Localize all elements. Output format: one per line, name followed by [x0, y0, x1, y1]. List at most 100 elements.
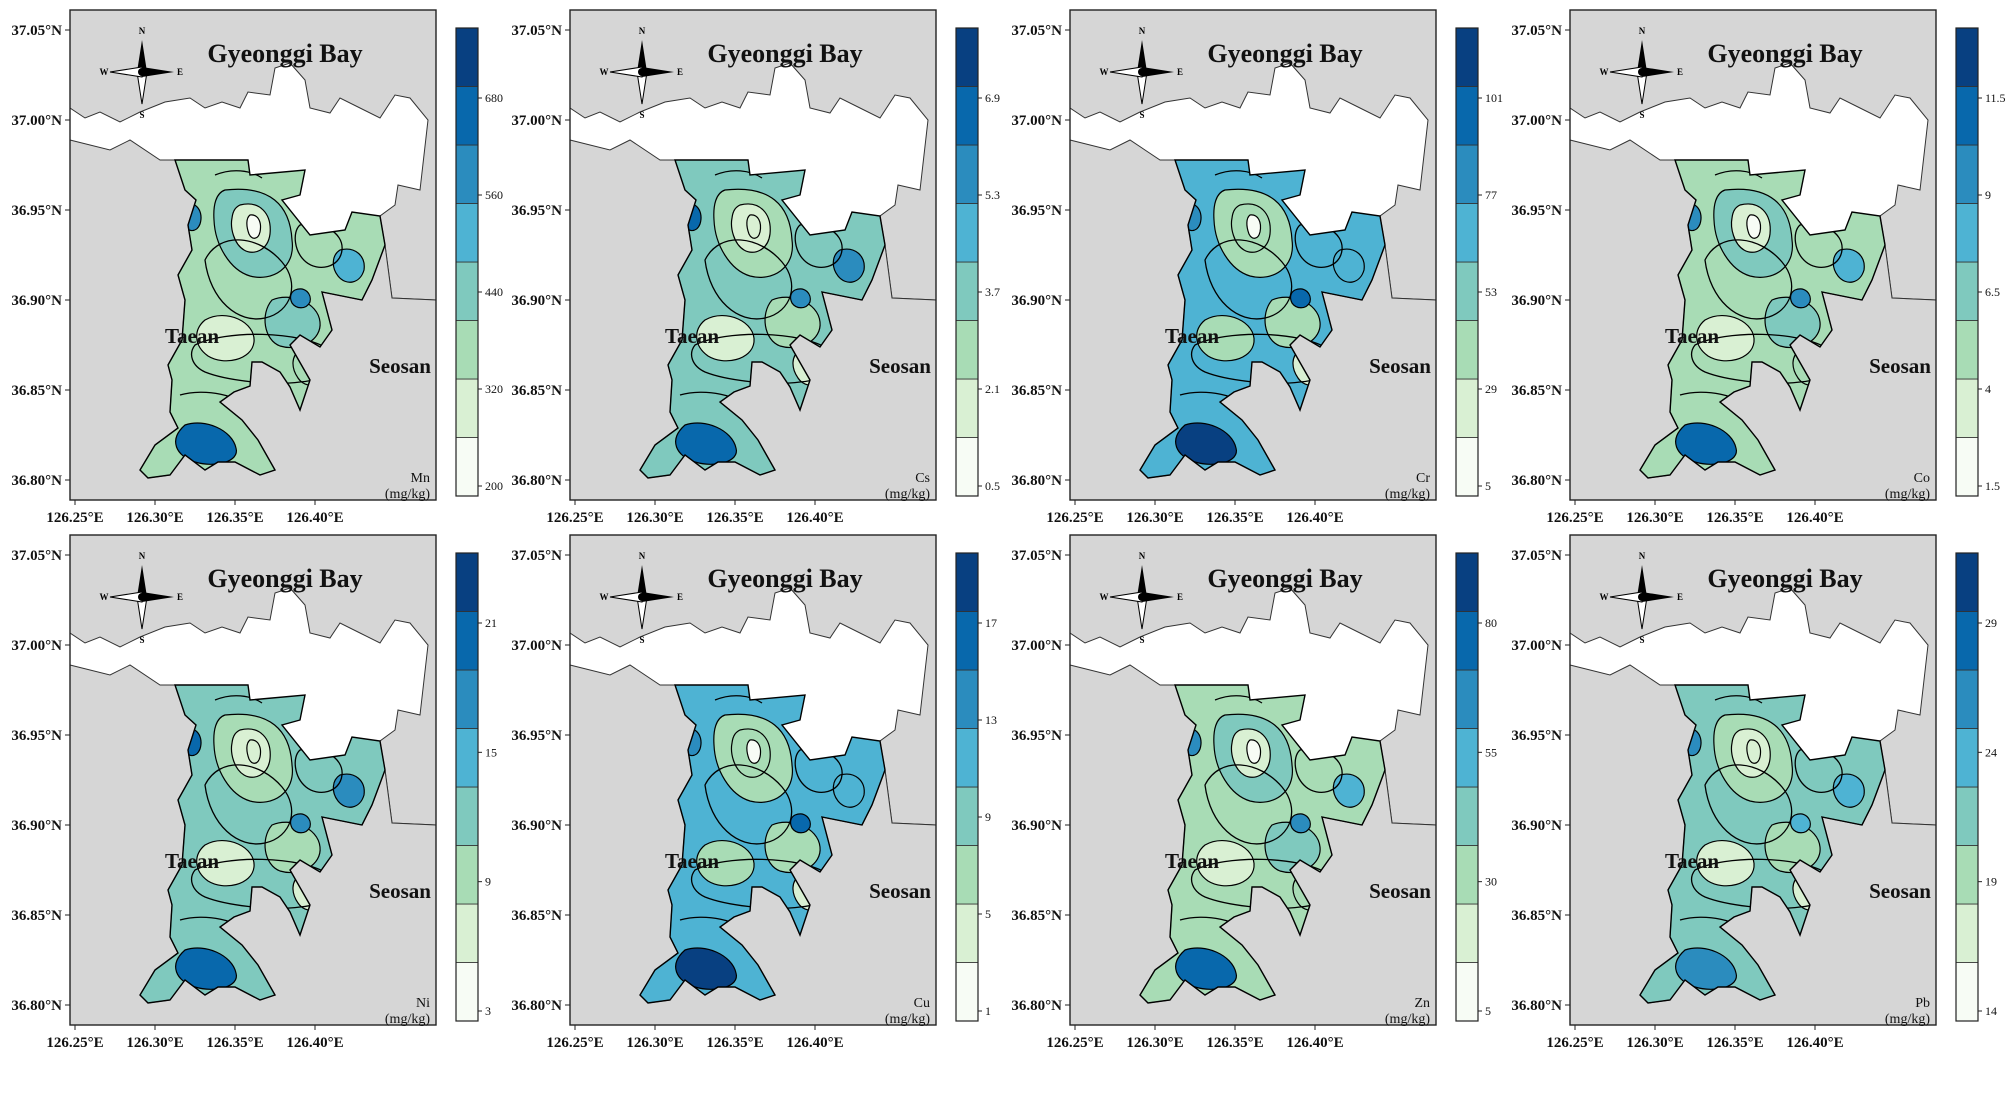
element-label: Ni	[416, 996, 430, 1011]
compass-label-n: N	[139, 551, 146, 561]
lat-tick-label: 37.05°N	[1511, 23, 1562, 39]
place-label-taean: Taean	[165, 324, 219, 348]
colorbar-tick-label: 2.1	[985, 382, 1000, 396]
lon-tick-label: 126.35°E	[706, 1035, 763, 1051]
colorbar-tick-label: 3	[485, 1004, 491, 1018]
colorbar-swatch	[955, 728, 979, 788]
lat-tick-label: 36.85°N	[1511, 908, 1562, 924]
colorbar-swatch	[1455, 378, 1479, 438]
colorbar-tick-label: 1	[985, 1004, 991, 1018]
map-panel-pb: 37.05°N 37.00°N 36.95°N 36.90°N 36.85°N 36.80…	[1500, 525, 2000, 1051]
colorbar-swatch	[1955, 320, 1979, 380]
lat-tick-label: 36.95°N	[1011, 728, 1062, 744]
colorbar-tick-label: 440	[485, 285, 503, 299]
colorbar-tick-label: 80	[1485, 616, 1497, 630]
compass-hub	[138, 593, 146, 601]
colorbar-swatch	[455, 86, 479, 146]
lat-tick-label: 36.90°N	[1511, 293, 1562, 309]
colorbar-tick-label: 14	[1985, 1004, 1997, 1018]
colorbar-tick-label: 0.5	[985, 479, 1000, 493]
coastline	[1139, 159, 1386, 479]
colorbar-tick-label: 320	[485, 382, 503, 396]
lon-tick-label: 126.30°E	[626, 510, 683, 526]
lon-tick-label: 126.30°E	[1126, 510, 1183, 526]
place-label-seosan: Seosan	[869, 354, 931, 378]
concentration-zone	[1289, 288, 1311, 309]
compass-label-s: S	[1639, 635, 1644, 645]
colorbar-swatch	[955, 320, 979, 380]
unit-label: (mg/kg)	[385, 1012, 430, 1027]
colorbar-swatch	[955, 903, 979, 963]
concentration-zone	[332, 248, 365, 283]
lat-tick-label: 37.00°N	[1011, 113, 1062, 129]
coastline	[1639, 684, 1886, 1004]
unit-label: (mg/kg)	[1385, 1012, 1430, 1027]
colorbar-tick-label: 29	[1485, 382, 1497, 396]
lat-tick-label: 36.90°N	[11, 818, 62, 834]
concentration-zone	[1246, 214, 1262, 239]
concentration-zone	[1289, 813, 1311, 834]
colorbar-swatch	[455, 903, 479, 963]
compass-label-w: W	[1100, 67, 1109, 77]
lon-tick-label: 126.40°E	[1786, 510, 1843, 526]
coastline	[139, 684, 386, 1004]
colorbar-tick-label: 200	[485, 479, 503, 493]
lon-tick-label: 126.30°E	[126, 1035, 183, 1051]
map-svg: 37.05°N 37.00°N 36.95°N 36.90°N 36.85°N 36.80…	[11, 9, 503, 526]
compass-label-s: S	[639, 110, 644, 120]
colorbar-swatch	[1455, 845, 1479, 905]
compass-label-w: W	[1600, 592, 1609, 602]
coastline	[639, 684, 886, 1004]
lat-tick-label: 37.05°N	[1011, 23, 1062, 39]
lat-tick-label: 36.90°N	[1511, 818, 1562, 834]
lon-tick-label: 126.35°E	[1706, 1035, 1763, 1051]
lat-tick-label: 37.05°N	[511, 23, 562, 39]
lat-tick-label: 36.90°N	[1011, 818, 1062, 834]
colorbar-swatch	[1455, 203, 1479, 263]
concentration-zone	[746, 739, 762, 764]
lat-tick-label: 37.05°N	[11, 548, 62, 564]
lat-tick-label: 36.95°N	[511, 728, 562, 744]
element-label: Pb	[1915, 996, 1930, 1011]
map-title: Gyeonggi Bay	[1707, 39, 1862, 68]
colorbar-tick-label: 21	[485, 616, 497, 630]
lat-tick-label: 36.80°N	[1011, 998, 1062, 1014]
concentration-zone	[832, 248, 865, 283]
colorbar-tick-label: 9	[1985, 188, 1991, 202]
lat-tick-label: 37.00°N	[511, 638, 562, 654]
concentration-zone	[1332, 773, 1365, 808]
land-north	[69, 9, 437, 301]
unit-label: (mg/kg)	[885, 1012, 930, 1027]
concentration-zone	[696, 840, 755, 887]
unit-label: (mg/kg)	[1885, 1012, 1930, 1027]
lat-tick-label: 37.00°N	[1511, 638, 1562, 654]
map-title: Gyeonggi Bay	[207, 564, 362, 593]
colorbar-swatch	[955, 845, 979, 905]
concentration-zone	[789, 288, 811, 309]
concentration-zone	[196, 315, 255, 362]
colorbar-swatch	[1955, 86, 1979, 146]
lat-tick-label: 36.95°N	[1511, 203, 1562, 219]
compass-label-e: E	[1677, 592, 1683, 602]
concentration-zone	[1789, 288, 1811, 309]
lat-tick-label: 36.80°N	[511, 473, 562, 489]
contour-line	[1704, 764, 1793, 845]
colorbar-swatch	[955, 86, 979, 146]
place-label-taean: Taean	[1665, 324, 1719, 348]
colorbar-swatch	[1455, 437, 1479, 497]
compass-label-e: E	[677, 67, 683, 77]
map-panel-cu: 37.05°N 37.00°N 36.95°N 36.90°N 36.85°N 36.80…	[500, 525, 1000, 1051]
map-svg: 37.05°N 37.00°N 36.95°N 36.90°N 36.85°N 36.80…	[511, 9, 1000, 526]
lat-tick-label: 36.80°N	[1011, 473, 1062, 489]
element-label: Co	[1914, 471, 1930, 486]
colorbar-swatch	[455, 437, 479, 497]
colorbar-tick-label: 9	[485, 875, 491, 889]
colorbar-swatch	[1455, 261, 1479, 321]
map-panel-co: 37.05°N 37.00°N 36.95°N 36.90°N 36.85°N 36.80…	[1500, 0, 2006, 526]
compass-label-n: N	[1639, 551, 1646, 561]
contour-line	[1214, 170, 1263, 179]
colorbar-swatch	[1455, 903, 1479, 963]
concentration-zone	[696, 315, 755, 362]
compass-label-s: S	[139, 635, 144, 645]
